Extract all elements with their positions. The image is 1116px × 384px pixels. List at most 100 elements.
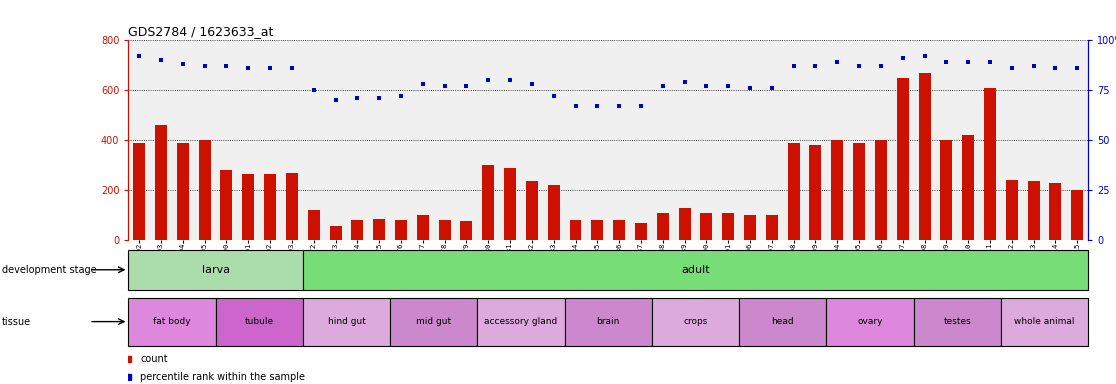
Text: ovary: ovary [857, 317, 883, 326]
Text: head: head [771, 317, 795, 326]
Bar [1028, 181, 1040, 240]
Point [937, 59, 955, 65]
Point [763, 85, 781, 91]
Bar [722, 213, 734, 240]
Point [719, 83, 737, 89]
Bar [373, 219, 385, 240]
Point [392, 93, 410, 99]
Point [588, 103, 606, 109]
Bar [739, 298, 826, 346]
Bar [199, 140, 211, 240]
Bar [896, 78, 908, 240]
Point [239, 65, 257, 71]
Bar [302, 298, 391, 346]
Bar [1001, 298, 1088, 346]
Point [152, 57, 170, 63]
Point [850, 63, 868, 70]
Bar [766, 215, 778, 240]
Bar [831, 140, 844, 240]
Point [654, 83, 672, 89]
Bar [352, 220, 364, 240]
Bar [613, 220, 625, 240]
Text: tubule: tubule [244, 317, 273, 326]
Point [305, 87, 323, 93]
Point [458, 83, 475, 89]
Bar [875, 140, 887, 240]
Bar [1071, 190, 1084, 240]
Bar [264, 174, 276, 240]
Bar [478, 298, 565, 346]
Bar [1049, 183, 1061, 240]
Bar [984, 88, 995, 240]
Point [915, 53, 933, 60]
Point [479, 77, 497, 83]
Bar [286, 173, 298, 240]
Text: accessory gland: accessory gland [484, 317, 558, 326]
Point [741, 85, 759, 91]
Text: percentile rank within the sample: percentile rank within the sample [141, 372, 306, 382]
Point [174, 61, 192, 67]
Bar [635, 223, 647, 240]
Bar [565, 298, 652, 346]
Point [785, 63, 802, 70]
Text: tissue: tissue [2, 316, 31, 327]
Point [632, 103, 650, 109]
Bar [918, 73, 931, 240]
Text: GDS2784 / 1623633_at: GDS2784 / 1623633_at [128, 25, 273, 38]
Bar [504, 167, 516, 240]
Bar [329, 226, 341, 240]
Point [959, 59, 978, 65]
Text: development stage: development stage [2, 265, 97, 275]
Bar [652, 298, 739, 346]
Point [1047, 65, 1065, 71]
Bar [809, 145, 821, 240]
Point [501, 77, 519, 83]
Bar [308, 210, 320, 240]
Point [218, 63, 235, 70]
Point [545, 93, 562, 99]
Bar [853, 143, 865, 240]
Bar [962, 135, 974, 240]
Bar [461, 221, 472, 240]
Point [371, 95, 388, 101]
Point [435, 83, 453, 89]
Bar [302, 250, 1088, 290]
Point [1003, 65, 1021, 71]
Bar [914, 298, 1001, 346]
Text: larva: larva [202, 265, 230, 275]
Point [327, 97, 345, 103]
Bar [941, 140, 952, 240]
Point [261, 65, 279, 71]
Point [1068, 65, 1086, 71]
Text: testes: testes [943, 317, 971, 326]
Bar [391, 298, 478, 346]
Point [807, 63, 825, 70]
Bar [128, 250, 302, 290]
Text: fat body: fat body [153, 317, 191, 326]
Bar [416, 215, 429, 240]
Text: hind gut: hind gut [327, 317, 365, 326]
Point [698, 83, 715, 89]
Bar [788, 143, 800, 240]
Bar [439, 220, 451, 240]
Point [1024, 63, 1042, 70]
Bar [656, 213, 668, 240]
Bar [242, 174, 254, 240]
Point [523, 81, 541, 87]
Point [981, 59, 999, 65]
Bar [128, 298, 215, 346]
Text: crops: crops [683, 317, 708, 326]
Text: mid gut: mid gut [416, 317, 451, 326]
Bar [221, 170, 232, 240]
Point [348, 95, 366, 101]
Point [610, 103, 628, 109]
Bar [176, 143, 189, 240]
Point [567, 103, 585, 109]
Bar [569, 220, 581, 240]
Point [414, 81, 432, 87]
Bar [548, 185, 560, 240]
Text: brain: brain [597, 317, 619, 326]
Point [872, 63, 889, 70]
Bar [133, 143, 145, 240]
Point [283, 65, 301, 71]
